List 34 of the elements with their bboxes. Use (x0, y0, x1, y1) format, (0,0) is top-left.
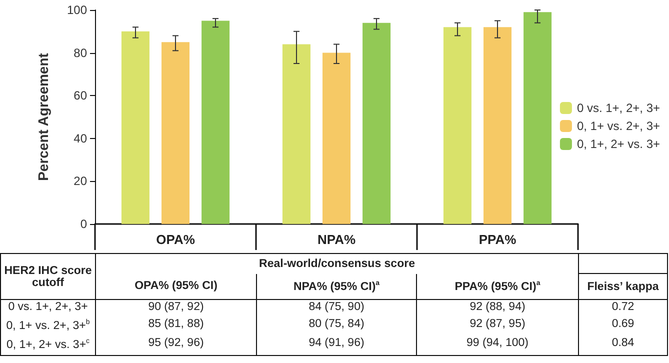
y-tick-label: 40 (74, 131, 88, 146)
legend-label: 0, 1+ vs. 2+, 3+ (576, 119, 660, 133)
text: 0, 1+, 2+ vs. 3+$^{c}$ (0, 334, 96, 356)
x-tick-label: PPA% (478, 232, 517, 247)
data-label: 99 (94, 100) (416, 334, 579, 356)
data-label: 94 (91, 96) (256, 334, 416, 356)
data-label: 84 (75, 90) (256, 300, 416, 315)
data-label: 95 (92, 96) (96, 334, 256, 356)
text: 0.84 (578, 334, 668, 356)
text: 0 vs. 1+, 2+, 3+ (0, 300, 96, 315)
data-label: 85 (81, 88) (96, 315, 256, 334)
x-tick-label: OPA% (156, 232, 196, 247)
y-tick-label: 20 (74, 174, 88, 188)
y-tick-label: 100 (66, 3, 88, 17)
data-label: 92 (87, 95) (416, 315, 579, 334)
legend-label: 0 vs. 1+, 2+, 3+ (576, 101, 660, 115)
data-label: 92 (88, 94) (416, 300, 579, 315)
text: PPA% (95% CI)$^{a}$ (416, 274, 579, 300)
y-axis-title: Percent Agreement (35, 52, 51, 181)
text: Real-world/consensus score (96, 254, 579, 274)
text: HER2 IHC score cutoff (0, 254, 96, 300)
data-label: 90 (87, 92) (96, 300, 256, 315)
y-tick-label: 60 (74, 88, 88, 103)
text: 0.72 (578, 300, 668, 315)
legend-label: 0, 1+, 2+ vs. 3+ (576, 137, 660, 151)
x-tick-label: NPA% (317, 232, 356, 247)
text: Fleiss’ kappa (578, 274, 668, 300)
data-label: 80 (75, 84) (256, 315, 416, 334)
text: NPA% (95% CI)$^{a}$ (256, 274, 416, 300)
text: 0, 1+ vs. 2+, 3+$^{b}$ (0, 315, 96, 334)
text: 0.69 (578, 315, 668, 334)
text: OPA% (95% CI) (96, 274, 256, 300)
y-tick-label: 0 (80, 217, 88, 231)
y-tick-label: 80 (74, 46, 88, 60)
